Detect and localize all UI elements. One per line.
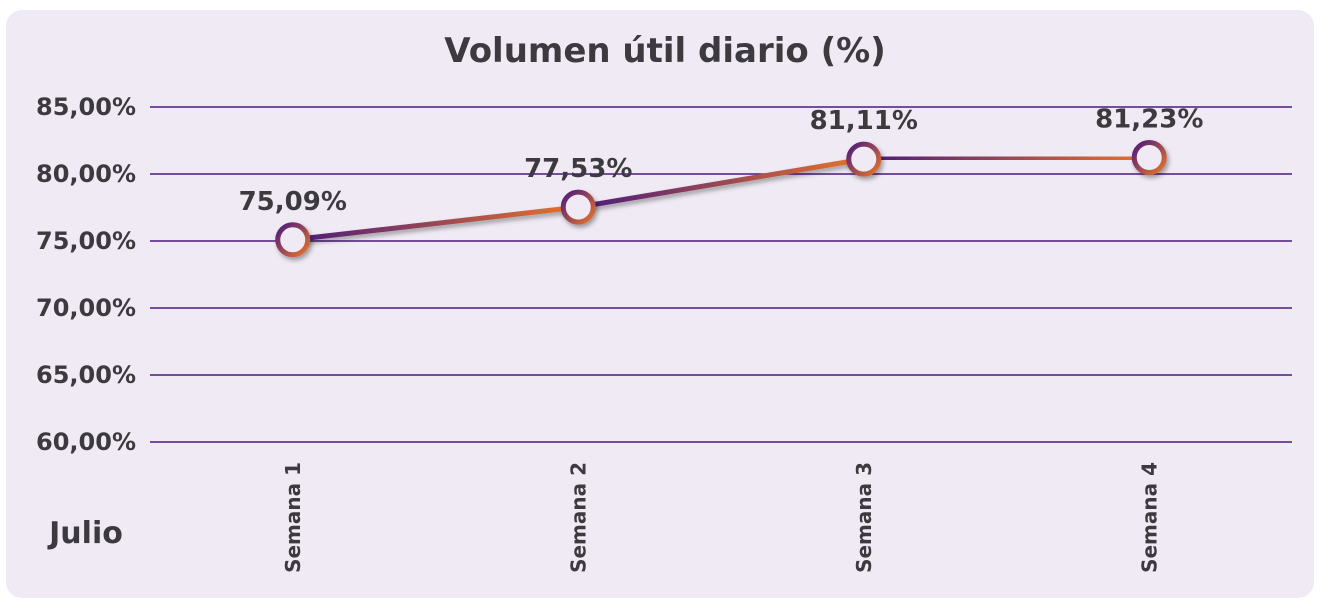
chart-card	[6, 10, 1314, 598]
data-labels: 75,09% 77,53% 81,11% 81,23%	[239, 105, 1204, 217]
x-tick-label: Semana 2	[566, 462, 590, 573]
x-tick-label: Semana 3	[852, 462, 876, 573]
data-label: 77,53%	[524, 154, 632, 184]
y-tick-label: 60,00%	[36, 428, 136, 456]
data-label: 75,09%	[239, 187, 347, 217]
data-label: 81,11%	[810, 106, 918, 136]
x-tick-label: Semana 4	[1137, 462, 1161, 573]
x-tick-label: Semana 1	[281, 462, 305, 573]
series-lines	[290, 155, 1152, 243]
data-point-marker	[846, 141, 882, 177]
x-axis-ticks: Semana 1 Semana 2 Semana 3 Semana 4	[281, 462, 1162, 573]
grid-lines	[150, 106, 1292, 443]
chart-title: Volumen útil diario (%)	[444, 31, 886, 71]
data-point-marker	[560, 189, 596, 225]
data-point-marker	[1131, 140, 1167, 176]
data-label: 81,23%	[1095, 105, 1203, 135]
series-segment	[575, 156, 867, 210]
y-tick-label: 70,00%	[36, 294, 136, 322]
y-tick-label: 65,00%	[36, 361, 136, 389]
y-tick-label: 80,00%	[36, 160, 136, 188]
series-segment	[290, 204, 581, 243]
data-point-marker	[275, 222, 311, 258]
y-tick-label: 85,00%	[36, 93, 136, 121]
y-axis-ticks: 85,00% 80,00% 75,00% 70,00% 65,00% 60,00%	[36, 93, 136, 456]
series-segment	[861, 155, 1152, 162]
x-group-label: Julio	[47, 516, 123, 551]
series-markers	[275, 140, 1167, 258]
y-tick-label: 75,00%	[36, 227, 136, 255]
